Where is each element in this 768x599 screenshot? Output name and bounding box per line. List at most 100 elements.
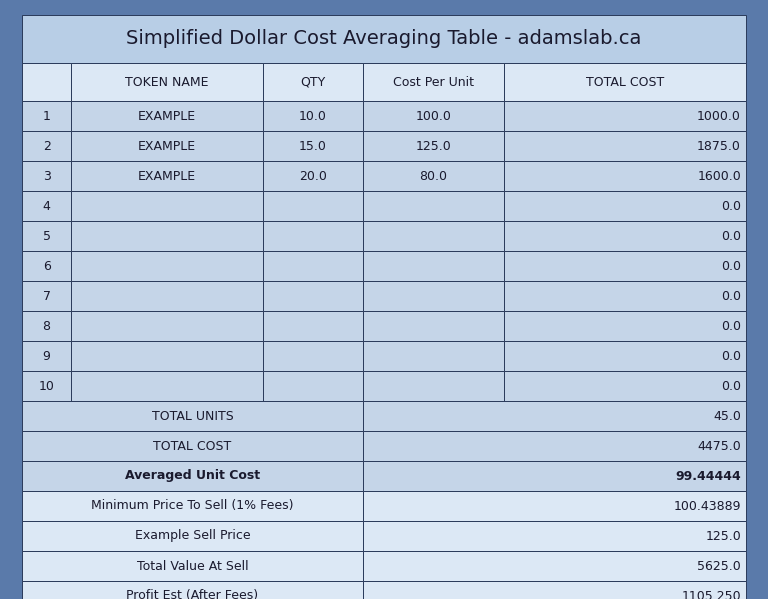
Bar xyxy=(363,521,746,551)
Text: 5: 5 xyxy=(42,229,51,243)
Bar xyxy=(71,161,263,191)
Bar xyxy=(363,371,504,401)
Text: 0.0: 0.0 xyxy=(721,289,741,302)
Bar xyxy=(71,221,263,251)
Bar xyxy=(22,251,71,281)
Bar xyxy=(363,551,746,581)
Bar xyxy=(22,311,71,341)
Text: QTY: QTY xyxy=(300,75,326,89)
Bar xyxy=(71,341,263,371)
Bar xyxy=(363,281,504,311)
Bar xyxy=(263,371,363,401)
Bar xyxy=(22,63,71,101)
Bar xyxy=(504,311,746,341)
Text: 15.0: 15.0 xyxy=(299,140,327,153)
Text: 1000.0: 1000.0 xyxy=(697,110,741,123)
Text: Example Sell Price: Example Sell Price xyxy=(134,530,250,543)
Bar xyxy=(22,101,71,131)
Text: 8: 8 xyxy=(42,319,51,332)
Bar xyxy=(363,581,746,599)
Bar xyxy=(504,191,746,221)
Text: 0.0: 0.0 xyxy=(721,349,741,362)
Bar xyxy=(363,221,504,251)
Text: 1600.0: 1600.0 xyxy=(697,170,741,183)
Bar xyxy=(22,341,71,371)
Bar xyxy=(504,131,746,161)
Text: Simplified Dollar Cost Averaging Table - adamslab.ca: Simplified Dollar Cost Averaging Table -… xyxy=(126,29,642,49)
Text: 80.0: 80.0 xyxy=(419,170,448,183)
Bar xyxy=(504,101,746,131)
Bar xyxy=(22,161,71,191)
Text: Profit Est (After Fees): Profit Est (After Fees) xyxy=(127,589,259,599)
Bar xyxy=(71,63,263,101)
Bar xyxy=(504,251,746,281)
Text: 45.0: 45.0 xyxy=(713,410,741,422)
Bar xyxy=(263,63,363,101)
Bar xyxy=(363,191,504,221)
Bar xyxy=(363,63,504,101)
Bar xyxy=(71,251,263,281)
Text: TOTAL COST: TOTAL COST xyxy=(586,75,664,89)
Text: 6: 6 xyxy=(43,259,51,273)
Bar xyxy=(22,371,71,401)
Text: TOTAL COST: TOTAL COST xyxy=(154,440,232,452)
Bar xyxy=(263,341,363,371)
Bar xyxy=(263,251,363,281)
Text: 5625.0: 5625.0 xyxy=(697,559,741,573)
Bar xyxy=(22,401,363,431)
Text: 0.0: 0.0 xyxy=(721,319,741,332)
Bar xyxy=(22,191,71,221)
Bar xyxy=(263,101,363,131)
Bar xyxy=(71,101,263,131)
Bar xyxy=(504,161,746,191)
Bar xyxy=(71,311,263,341)
Text: 0.0: 0.0 xyxy=(721,199,741,213)
Text: 125.0: 125.0 xyxy=(415,140,452,153)
Bar xyxy=(363,101,504,131)
Text: 99.44444: 99.44444 xyxy=(675,470,741,483)
Bar xyxy=(22,131,71,161)
Text: TOTAL UNITS: TOTAL UNITS xyxy=(151,410,233,422)
Bar xyxy=(22,15,746,63)
Text: 4: 4 xyxy=(43,199,51,213)
Bar xyxy=(263,311,363,341)
Text: 0.0: 0.0 xyxy=(721,380,741,392)
Bar xyxy=(71,191,263,221)
Text: 7: 7 xyxy=(42,289,51,302)
Text: 100.0: 100.0 xyxy=(415,110,452,123)
Bar xyxy=(22,281,71,311)
Bar xyxy=(363,131,504,161)
Text: 125.0: 125.0 xyxy=(705,530,741,543)
Text: 10: 10 xyxy=(38,380,55,392)
Bar xyxy=(504,371,746,401)
Bar xyxy=(363,341,504,371)
Bar xyxy=(363,161,504,191)
Bar xyxy=(71,131,263,161)
Bar xyxy=(363,461,746,491)
Bar xyxy=(22,581,363,599)
Bar xyxy=(504,341,746,371)
Bar xyxy=(71,371,263,401)
Bar xyxy=(22,551,363,581)
Text: Cost Per Unit: Cost Per Unit xyxy=(393,75,474,89)
Bar xyxy=(263,131,363,161)
Text: EXAMPLE: EXAMPLE xyxy=(138,140,197,153)
Text: 20.0: 20.0 xyxy=(299,170,327,183)
Text: 100.43889: 100.43889 xyxy=(674,500,741,513)
Bar xyxy=(263,281,363,311)
Text: 4475.0: 4475.0 xyxy=(697,440,741,452)
Text: 1105.250: 1105.250 xyxy=(681,589,741,599)
Text: EXAMPLE: EXAMPLE xyxy=(138,170,197,183)
Text: 0.0: 0.0 xyxy=(721,229,741,243)
Text: 1875.0: 1875.0 xyxy=(697,140,741,153)
Bar xyxy=(263,221,363,251)
Bar xyxy=(504,221,746,251)
Bar xyxy=(22,491,363,521)
Bar xyxy=(22,431,363,461)
Text: 1: 1 xyxy=(43,110,51,123)
Bar xyxy=(504,63,746,101)
Text: Averaged Unit Cost: Averaged Unit Cost xyxy=(125,470,260,483)
Bar xyxy=(263,161,363,191)
Text: 3: 3 xyxy=(43,170,51,183)
Bar xyxy=(22,221,71,251)
